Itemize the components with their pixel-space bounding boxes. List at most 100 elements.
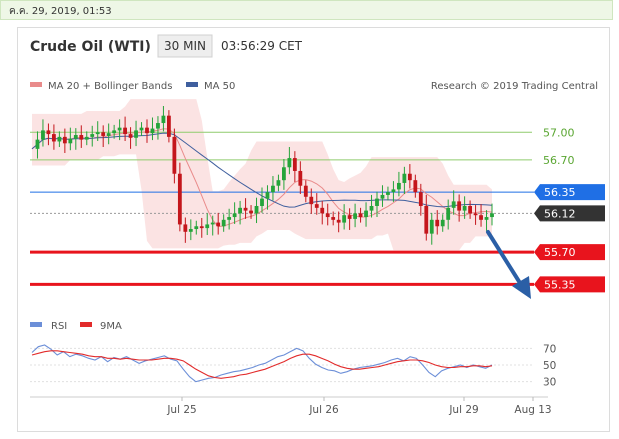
level-label-56.12: 56.12 [544,207,576,220]
candle-body [62,136,67,144]
candle-body [353,213,358,219]
candle-body [199,226,204,229]
candle-body [320,207,325,214]
candle-body [364,210,368,218]
candle-body [462,205,467,211]
candle-body [156,123,160,129]
candle-body [216,222,221,227]
candles [35,105,494,245]
candle-body [139,127,144,131]
candle-body [386,192,390,195]
legend-rsi: RSI [51,321,67,332]
ma9-line [31,350,493,379]
candle-body [451,201,456,208]
candle-body [101,132,106,136]
rsi-panel: 70 50 30 [30,343,556,389]
candle-body [407,173,412,181]
candle-body [123,127,128,135]
x-tick-label: Jul 25 [166,404,196,416]
level-labels: 57.00 56.70 56.35 56.12 55.70 55.35 [534,126,605,293]
candle-body [238,207,243,214]
candle-body [145,127,149,134]
candle-body [57,136,62,142]
candle-body [166,115,171,137]
timestamp-bar: ค.ค. 29, 2019, 01:53 [0,0,613,20]
candle-body [95,132,100,135]
rsi-tick-30: 30 [543,377,556,389]
candle-body [117,127,122,131]
candle-body [51,134,56,142]
candle-body [128,134,133,138]
candle-body [172,136,177,174]
candle-body [46,130,51,135]
rsi-swatch [30,322,42,327]
clock-time: 03:56:29 CET [221,39,303,53]
level-tag-55.35 [534,276,605,293]
candle-body [490,213,494,218]
candle-body [396,182,401,190]
x-axis: Jul 25 Jul 26 Jul 29 Aug 13 [166,397,552,416]
candle-body [79,135,84,140]
level-lines [30,131,534,286]
forecast-arrow [486,230,531,299]
candle-body [232,213,237,218]
credit-text: Research © 2019 Trading Central [431,81,598,92]
candle-body [468,205,473,214]
candle-body [358,213,363,218]
ma50-swatch [186,82,198,87]
bollinger-band [32,99,492,251]
candle-body [473,213,478,216]
candle-body [309,196,314,205]
legend-ma20: MA 20 + Bollinger Bands [48,81,172,92]
candle-body [347,215,352,219]
bollinger-fill [32,99,492,251]
candle-body [35,139,40,149]
candle-body [265,192,270,199]
level-label-55.70: 55.70 [544,246,576,259]
candle-body [457,201,462,211]
level-tag-56.35 [534,184,605,201]
candle-body [418,192,423,206]
x-tick-label: Jul 29 [448,404,478,416]
candle-body [314,204,319,208]
candle-body [303,185,308,197]
candle-body [84,136,89,140]
candle-body [298,170,303,186]
timeframe-tab[interactable]: 30 MIN [164,39,206,53]
level-label-57.00: 57.00 [543,126,575,139]
candle-body [413,180,418,193]
candle-body [112,130,117,134]
level-tag-56.12 [534,205,605,222]
candle-body [331,217,336,220]
candle-body [276,180,281,186]
candle-body [41,130,45,140]
rsi-line [31,344,493,383]
x-tick-label: Aug 13 [514,404,551,416]
candle-body [177,173,182,225]
timeframe-tab-bg[interactable] [157,34,213,58]
candle-body [161,115,166,124]
candle-body [134,130,138,138]
level-label-55.35: 55.35 [544,278,576,291]
candle-body [183,224,188,232]
candle-body [106,133,111,136]
candle-body [342,215,347,223]
candle-body [292,158,297,171]
candle-body [243,207,248,211]
candle-body [287,158,292,168]
x-tick-label: Jul 26 [308,404,339,416]
candle-body [446,207,451,220]
rsi-tick-70: 70 [543,343,556,355]
candle-body [150,128,155,134]
ma9-swatch [80,322,92,327]
candle-body [380,194,385,199]
candle-body [205,224,210,229]
timestamp-text: ค.ค. 29, 2019, 01:53 [9,6,112,17]
candle-body [249,210,253,214]
candle-body [440,219,445,227]
level-label-56.70: 56.70 [543,154,575,167]
candle-body [369,205,374,211]
candle-body [435,219,440,227]
candle-body [429,219,434,234]
candle-body [68,138,73,144]
